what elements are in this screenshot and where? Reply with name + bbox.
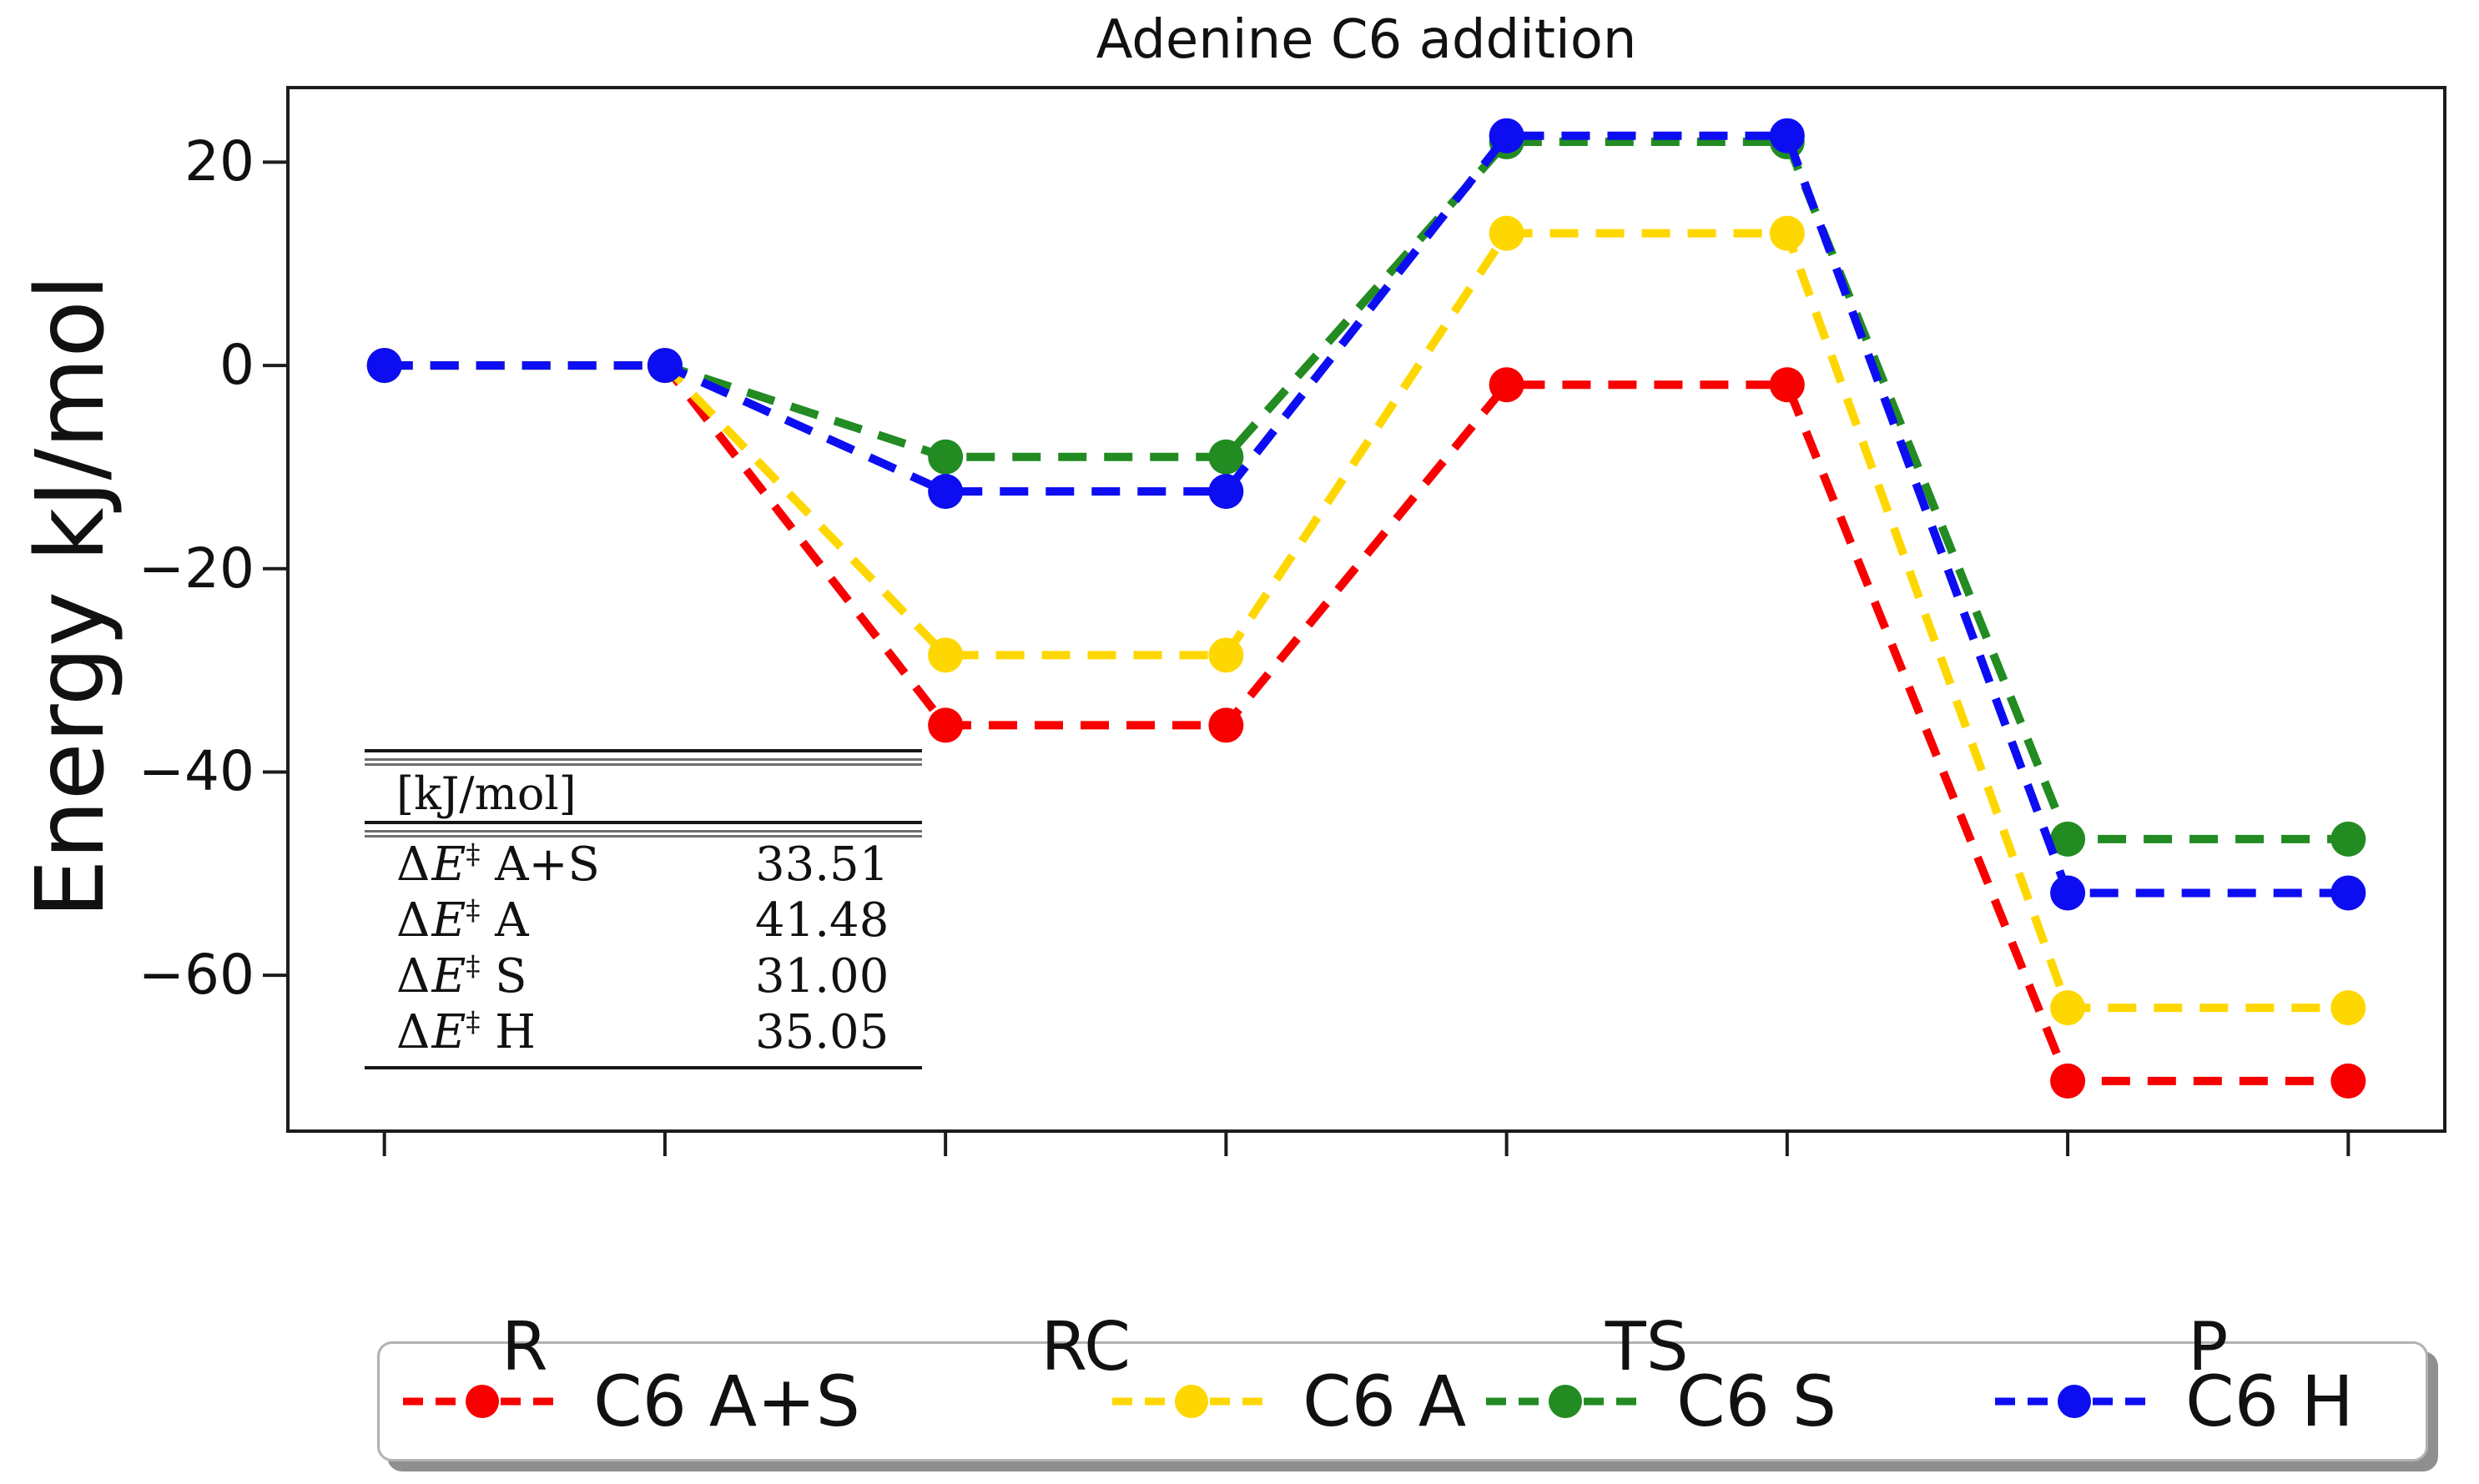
series-marker-C6 S [2330, 821, 2366, 857]
series-marker-C6 A [2330, 990, 2366, 1026]
series-marker-C6 H [1208, 474, 1244, 510]
table-row-label: ΔE‡ H [396, 1005, 536, 1059]
y-tick-label-20: 20 [184, 129, 254, 194]
table-row-label: ΔE‡ S [396, 949, 527, 1004]
series-marker-C6 H [2330, 875, 2366, 911]
y-tick-label--20: −20 [138, 536, 254, 601]
series-marker-C6 A+S [1769, 367, 1805, 403]
legend-line-sample [1995, 1385, 2154, 1418]
series-marker-C6 A+S [1208, 707, 1244, 743]
legend-entry-C6 A: C6 A [1112, 1344, 1466, 1459]
series-marker-C6 S [1208, 439, 1244, 475]
legend-entry-C6 S: C6 S [1486, 1344, 1837, 1459]
series-line-C6 S [384, 138, 2349, 843]
y-tick-label--60: −60 [138, 943, 254, 1008]
activation-energy-table: [kJ/mol] ΔE‡ A+S 33.51 ΔE‡ A 41.48 ΔE‡ S 31.0… [365, 749, 922, 1076]
table-row-value: 41.48 [755, 893, 889, 948]
table-row-value: 33.51 [755, 838, 889, 892]
chart-title: Adenine C6 addition [1096, 9, 1637, 71]
y-tick-label-0: 0 [219, 333, 254, 398]
legend-line-sample [403, 1385, 562, 1418]
series-line-C6 A+S [384, 361, 2349, 1085]
table-mid-rule [365, 821, 922, 824]
series-marker-C6 A+S [2050, 1063, 2086, 1099]
table-row-label: ΔE‡ A+S [396, 838, 600, 892]
series-marker-C6 H [1769, 118, 1805, 153]
table-header: [kJ/mol] [396, 767, 577, 820]
series-line-C6 H [384, 131, 2349, 898]
table-row-value: 31.00 [755, 949, 889, 1004]
series-marker-C6 H [1489, 118, 1524, 153]
series-marker-C6 H [928, 474, 964, 510]
series-marker-C6 S [928, 439, 964, 475]
table-top-rule-2 [365, 758, 922, 761]
x-stage-label-RC: RC [1040, 1308, 1131, 1386]
legend-entry-C6 H: C6 H [1995, 1344, 2354, 1459]
legend-label: C6 S [1676, 1361, 1837, 1442]
table-mid-rule-3 [365, 835, 922, 838]
table-top-rule [365, 749, 922, 752]
legend-label: C6 A+S [593, 1361, 860, 1442]
legend-label: C6 H [2185, 1361, 2354, 1442]
series-line-C6 A [384, 229, 2349, 1013]
series-marker-C6 A+S [928, 707, 964, 743]
plot-frame [286, 86, 2446, 1133]
table-row-A: ΔE‡ A 41.48 [396, 893, 897, 948]
table-row-label: ΔE‡ A [396, 893, 529, 948]
series-marker-C6 A [928, 637, 964, 673]
table-row-H: ΔE‡ H 35.05 [396, 1005, 897, 1060]
x-stage-label-P: P [2188, 1308, 2229, 1386]
series-marker-C6 A [2050, 990, 2086, 1026]
series-marker-C6 S [2050, 821, 2086, 857]
series-marker-C6 H [366, 348, 402, 384]
series-marker-C6 A [1489, 215, 1524, 251]
series-marker-C6 H [2050, 875, 2086, 911]
legend-line-sample [1486, 1385, 1645, 1418]
legend-label: C6 A [1302, 1361, 1467, 1442]
table-row-S: ΔE‡ S 31.00 [396, 949, 897, 1004]
x-stage-label-TS: TS [1605, 1308, 1689, 1386]
x-stage-label-R: R [501, 1308, 548, 1386]
series-marker-C6 A [1769, 215, 1805, 251]
y-tick-label--40: −40 [138, 739, 254, 804]
series-marker-C6 H [647, 348, 683, 384]
table-mid-rule-2 [365, 830, 922, 833]
legend-entry-C6 A+S: C6 A+S [403, 1344, 860, 1459]
legend-line-sample [1112, 1385, 1271, 1418]
series-marker-C6 A+S [1489, 367, 1524, 403]
series-plot [263, 86, 2446, 1156]
table-row-value: 35.05 [755, 1005, 889, 1059]
series-marker-C6 A [1208, 637, 1244, 673]
plot-area [263, 86, 2446, 1156]
table-row-A+S: ΔE‡ A+S 33.51 [396, 838, 897, 893]
table-bottom-rule [365, 1066, 922, 1069]
table-top-rule-3 [365, 763, 922, 766]
series-marker-C6 A+S [2330, 1063, 2366, 1099]
legend: C6 A+S C6 A C6 S C6 H [377, 1341, 2428, 1461]
